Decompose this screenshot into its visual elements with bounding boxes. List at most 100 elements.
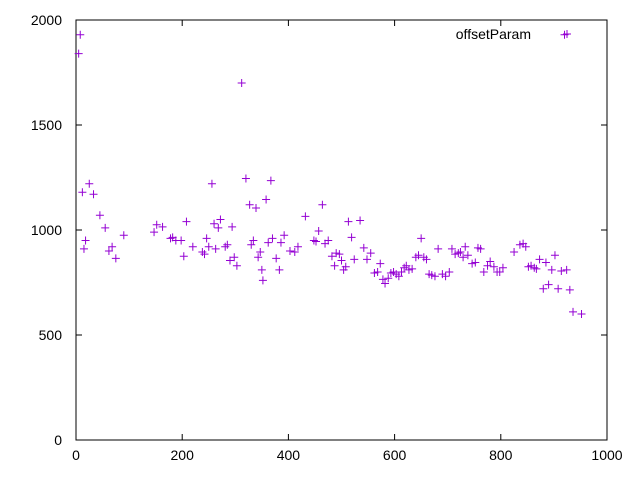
- data-point: [101, 223, 110, 232]
- data-point: [108, 242, 117, 251]
- data-point: [166, 234, 175, 243]
- data-point: [79, 244, 88, 253]
- data-point: [404, 265, 413, 274]
- data-point: [228, 222, 237, 231]
- data-point: [232, 261, 241, 270]
- data-point: [366, 249, 375, 258]
- data-point: [417, 234, 426, 243]
- data-point: [463, 251, 472, 260]
- data-point: [397, 268, 406, 276]
- data-point: [223, 240, 232, 249]
- data-point: [225, 256, 234, 265]
- y-tick-label: 500: [39, 327, 63, 343]
- data-point: [327, 252, 336, 261]
- data-point: [562, 265, 571, 274]
- data-point: [95, 211, 104, 220]
- data-point: [557, 266, 566, 275]
- data-point: [285, 247, 294, 255]
- data-point: [554, 284, 563, 293]
- data-point: [76, 30, 85, 39]
- data-point: [221, 242, 230, 251]
- x-tick-label: 200: [171, 447, 195, 463]
- data-point: [258, 276, 267, 285]
- data-point: [408, 264, 417, 273]
- data-point: [510, 248, 519, 257]
- legend-label: offsetParam: [456, 26, 531, 42]
- data-point: [456, 248, 465, 257]
- data-point: [471, 258, 480, 267]
- y-tick-label: 0: [54, 432, 62, 448]
- data-point: [241, 174, 250, 183]
- data-point: [230, 253, 239, 262]
- data-point: [266, 176, 275, 185]
- data-point: [381, 279, 390, 288]
- data-point: [384, 274, 393, 283]
- data-point: [495, 268, 504, 276]
- data-point: [254, 253, 263, 262]
- data-point: [454, 249, 463, 258]
- data-point: [78, 188, 87, 197]
- data-point: [85, 179, 94, 188]
- data-point: [332, 249, 341, 258]
- plot-frame: [75, 19, 608, 441]
- y-tick-label: 2000: [31, 12, 62, 28]
- data-point: [301, 212, 310, 221]
- data-point: [430, 272, 439, 281]
- data-point: [347, 233, 356, 242]
- data-point: [211, 244, 220, 253]
- data-point: [359, 243, 368, 252]
- data-point: [179, 252, 188, 261]
- x-tick-label: 1000: [591, 447, 622, 463]
- data-point: [204, 242, 213, 251]
- data-point: [356, 216, 365, 225]
- data-point: [441, 272, 450, 281]
- data-point: [249, 236, 258, 245]
- data-point: [451, 250, 460, 259]
- data-point: [290, 248, 299, 257]
- data-point: [276, 238, 285, 247]
- data-point: [257, 265, 266, 274]
- data-point: [152, 220, 161, 229]
- data-point: [498, 263, 507, 272]
- data-point: [468, 259, 477, 268]
- data-point: [569, 307, 578, 316]
- data-point: [182, 217, 191, 226]
- data-point: [521, 242, 530, 251]
- legend-marker: [563, 30, 571, 38]
- data-point: [210, 219, 219, 228]
- x-tick-label: 800: [489, 447, 513, 463]
- y-tick-label: 1000: [31, 222, 62, 238]
- data-point: [434, 244, 443, 253]
- data-point: [200, 250, 209, 259]
- data-point: [400, 263, 409, 272]
- data-point: [158, 222, 167, 231]
- x-tick-label: 600: [383, 447, 407, 463]
- data-point: [252, 203, 261, 212]
- data-point: [245, 200, 254, 209]
- data-point: [535, 255, 544, 264]
- data-point: [119, 231, 128, 240]
- data-points: [74, 30, 586, 318]
- data-point: [275, 265, 284, 274]
- data-point: [547, 265, 556, 274]
- data-point: [527, 261, 536, 270]
- data-point: [207, 179, 216, 188]
- data-point: [445, 268, 454, 276]
- data-point: [237, 79, 246, 87]
- data-point: [550, 251, 559, 260]
- data-point: [422, 255, 431, 264]
- data-point: [330, 261, 339, 270]
- data-point: [324, 236, 333, 245]
- data-point: [373, 268, 382, 276]
- data-point: [188, 242, 197, 251]
- data-point: [539, 284, 548, 293]
- data-point: [74, 49, 83, 58]
- data-point: [111, 254, 120, 263]
- data-point: [280, 231, 289, 240]
- data-point: [541, 258, 550, 267]
- data-point: [479, 268, 488, 276]
- data-point: [489, 262, 498, 271]
- y-tick-label: 1500: [31, 117, 62, 133]
- data-point: [344, 217, 353, 226]
